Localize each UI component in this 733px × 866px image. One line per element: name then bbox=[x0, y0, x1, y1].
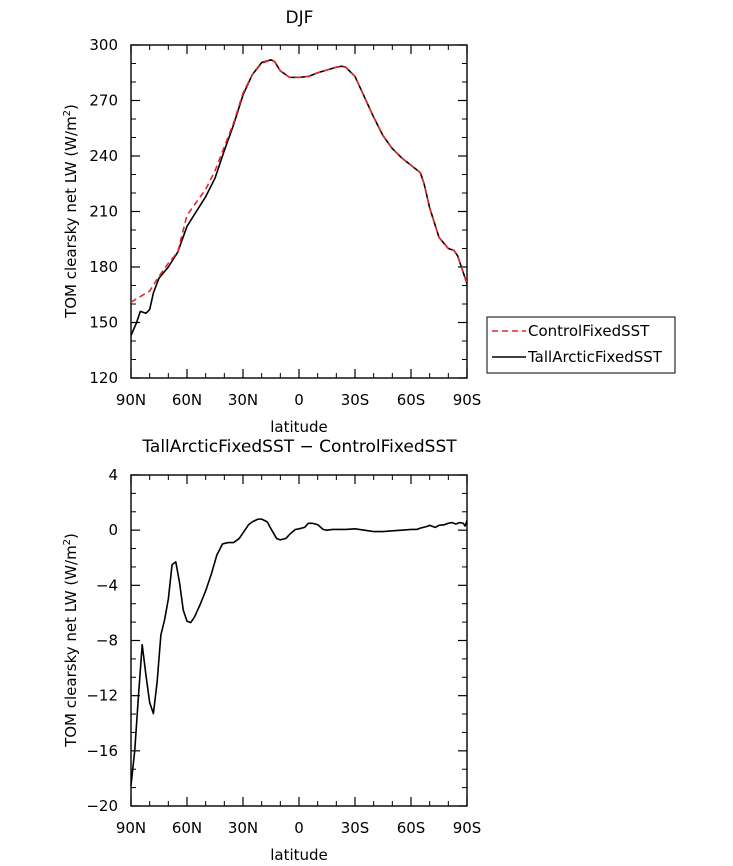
bottom-x-tick-label: 90N bbox=[116, 819, 146, 837]
bottom-x-tick-label: 90S bbox=[453, 819, 482, 837]
top-y-axis: 120 150 180 210 240 270 300 bbox=[89, 36, 467, 387]
top-chart-panel: DJF 120 150 180 210 240 270 300 90N 60N 30N 0 30S 6… bbox=[62, 8, 481, 436]
legend-box bbox=[486, 316, 676, 374]
top-chart-title: DJF bbox=[286, 8, 314, 28]
bottom-y-tick-label: −8 bbox=[96, 632, 118, 650]
top-x-tick-label: 30S bbox=[341, 391, 370, 409]
top-y-tick-label: 210 bbox=[89, 203, 118, 221]
top-y-tick-label: 150 bbox=[89, 314, 118, 332]
bottom-chart-title: TallArcticFixedSST − ControlFixedSST bbox=[141, 437, 457, 457]
bottom-y-tick-label: −12 bbox=[86, 687, 118, 705]
top-series-group bbox=[130, 58, 468, 336]
top-x-tick-label: 60N bbox=[172, 391, 202, 409]
bottom-y-axis: −20 −16 −12 −8 −4 0 4 bbox=[86, 466, 467, 815]
legend-label-control: ControlFixedSST bbox=[528, 322, 650, 340]
top-x-tick-label: 90N bbox=[116, 391, 146, 409]
top-y-axis-label: TOM clearsky net LW (W/m2) bbox=[62, 104, 80, 319]
bottom-y-tick-label: 0 bbox=[108, 521, 118, 539]
bottom-x-axis-label: latitude bbox=[270, 846, 328, 864]
top-x-tick-label: 30N bbox=[228, 391, 258, 409]
bottom-y-tick-label: 4 bbox=[108, 466, 118, 484]
top-series-line-controlfixedsst bbox=[130, 58, 468, 303]
top-x-tick-label: 60S bbox=[397, 391, 426, 409]
bottom-y-tick-label: −16 bbox=[86, 742, 118, 760]
legend-label-tallarctic: TallArcticFixedSST bbox=[527, 348, 663, 366]
bottom-x-tick-label: 30S bbox=[341, 819, 370, 837]
legend: ControlFixedSST TallArcticFixedSST bbox=[486, 316, 676, 374]
bottom-y-tick-label: −20 bbox=[86, 797, 118, 815]
bottom-chart-panel: TallArcticFixedSST − ControlFixedSST −20… bbox=[62, 437, 481, 864]
top-x-axis-label: latitude bbox=[270, 418, 328, 436]
bottom-series-group bbox=[130, 518, 468, 786]
top-y-tick-label: 240 bbox=[89, 147, 118, 165]
top-y-tick-label: 270 bbox=[89, 92, 118, 110]
bottom-x-tick-label: 60N bbox=[172, 819, 202, 837]
top-y-tick-label: 180 bbox=[89, 258, 118, 276]
bottom-y-axis-label: TOM clearsky net LW (W/m2) bbox=[62, 533, 80, 748]
bottom-series-line-tallarcticfixedsst-controlfixedsst bbox=[130, 518, 468, 786]
bottom-x-tick-label: 0 bbox=[294, 819, 304, 837]
top-y-tick-label: 300 bbox=[89, 36, 118, 54]
bottom-x-tick-label: 30N bbox=[228, 819, 258, 837]
top-y-tick-label: 120 bbox=[89, 369, 118, 387]
top-plot-frame bbox=[130, 44, 468, 379]
bottom-y-tick-label: −4 bbox=[96, 576, 118, 594]
top-series-line-tallarcticfixedsst bbox=[130, 58, 468, 336]
top-x-tick-label: 90S bbox=[453, 391, 482, 409]
bottom-x-axis: 90N 60N 30N 0 30S 60S 90S bbox=[116, 475, 481, 837]
bottom-x-tick-label: 60S bbox=[397, 819, 426, 837]
top-x-tick-label: 0 bbox=[294, 391, 304, 409]
bottom-plot-frame bbox=[130, 474, 468, 807]
top-x-axis: 90N 60N 30N 0 30S 60S 90S bbox=[116, 45, 481, 409]
